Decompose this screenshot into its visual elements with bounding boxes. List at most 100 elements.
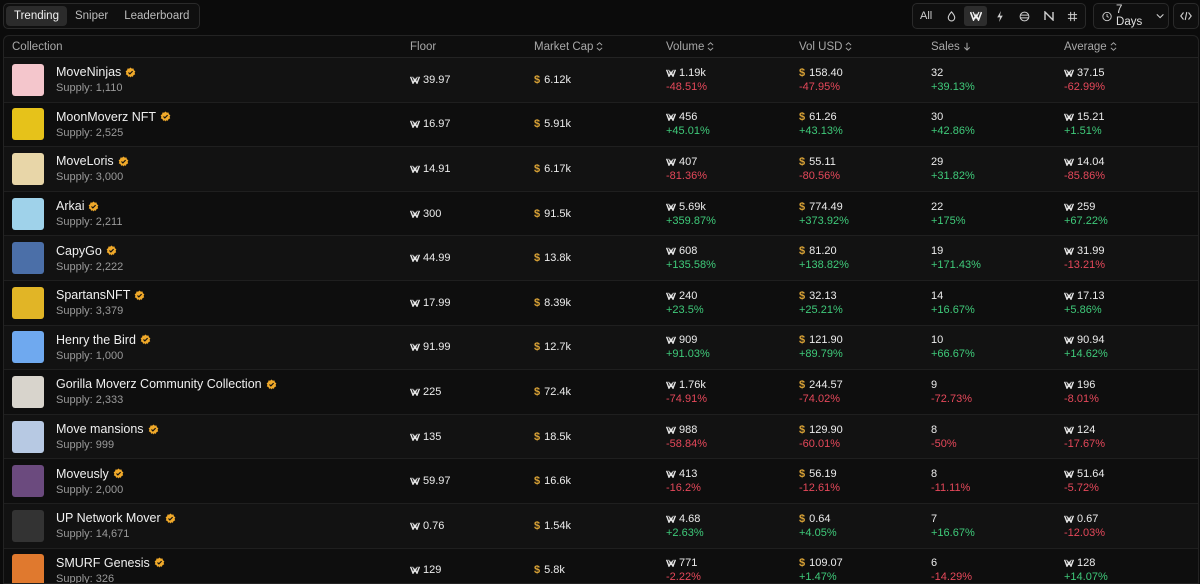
average-cell: 15.21 +1.51%: [1064, 111, 1194, 137]
collection-cell[interactable]: Arkai Supply: 2,211: [4, 197, 410, 230]
table-row[interactable]: Henry the Bird Supply: 1,000 91.99 $12.7k 90…: [4, 325, 1198, 371]
sales-change: -50%: [931, 437, 957, 450]
volume-change: -74.91%: [666, 392, 707, 405]
move-token-icon: [410, 566, 420, 575]
move-token-icon: [410, 477, 420, 486]
table-row[interactable]: Arkai Supply: 2,211 300 $91.5k 5.69k +359.87%…: [4, 192, 1198, 237]
move-token-icon: [410, 388, 420, 396]
vol-usd-value: 0.64: [809, 512, 831, 525]
table-row[interactable]: Gorilla Moverz Community Collection Suppl…: [4, 370, 1198, 415]
dollar-icon: $: [799, 66, 806, 79]
collection-name[interactable]: SpartansNFT: [56, 288, 145, 302]
collection-cell[interactable]: CapyGo Supply: 2,222: [4, 242, 410, 275]
collection-name[interactable]: MoveLoris: [56, 154, 129, 168]
sales-cell: 8 -11.11%: [931, 468, 1064, 494]
filter-globe-button[interactable]: [1013, 6, 1036, 26]
vol-usd-change: +138.82%: [799, 259, 849, 272]
sales-change: +16.67%: [931, 303, 975, 316]
table-row[interactable]: CapyGo Supply: 2,222 44.99 $13.8k 608 +135.58…: [4, 236, 1198, 281]
embed-code-button[interactable]: [1173, 3, 1199, 29]
header-market-cap[interactable]: Market Cap: [534, 41, 666, 53]
move-token-icon: [1064, 470, 1074, 479]
filter-droplet-button[interactable]: [940, 6, 963, 26]
table-row[interactable]: UP Network Mover Supply: 14,671 0.76 $1.54k…: [4, 503, 1198, 549]
filter-bolt-button[interactable]: [988, 6, 1011, 26]
average-value: 17.13: [1077, 289, 1105, 302]
collection-name[interactable]: Gorilla Moverz Community Collection: [56, 377, 277, 391]
table-row[interactable]: MoveNinjas Supply: 1,110 39.97 $6.12k 1.19k -…: [4, 58, 1198, 103]
collection-cell[interactable]: SpartansNFT Supply: 3,379: [4, 286, 410, 319]
filter-all-button[interactable]: All: [920, 10, 933, 22]
collection-name[interactable]: MoonMoverz NFT: [56, 110, 171, 124]
collection-cell[interactable]: Move mansions Supply: 999: [4, 420, 410, 453]
market-cap-value: 72.4k: [544, 385, 572, 398]
volume-value: 1.76k: [679, 378, 706, 391]
table-row[interactable]: SMURF Genesis Supply: 326 129 $5.8k 771 -2.22…: [4, 549, 1198, 583]
collection-name[interactable]: SMURF Genesis: [56, 556, 165, 570]
sales-value: 14: [931, 289, 944, 302]
volume-cell: 909 +91.03%: [666, 334, 799, 360]
collection-name[interactable]: Move mansions: [56, 422, 159, 436]
header-sales[interactable]: Sales: [931, 41, 1064, 53]
tab-trending[interactable]: Trending: [6, 6, 67, 26]
move-token-icon: [1064, 158, 1074, 166]
collection-cell[interactable]: Henry the Bird Supply: 1,000: [4, 331, 410, 364]
floor-value: 17.99: [423, 296, 451, 309]
collection-name[interactable]: Moveusly: [56, 467, 124, 481]
move-token-icon: [666, 292, 676, 300]
collection-cell[interactable]: Gorilla Moverz Community Collection Suppl…: [4, 375, 410, 408]
floor-value: 225: [423, 385, 442, 398]
header-vol-usd[interactable]: Vol USD: [799, 41, 931, 53]
tab-leaderboard[interactable]: Leaderboard: [124, 10, 190, 22]
average-cell: 17.13 +5.86%: [1064, 290, 1194, 316]
average-change: -5.72%: [1064, 482, 1099, 495]
dollar-icon: $: [534, 207, 541, 220]
collection-cell[interactable]: MoveLoris Supply: 3,000: [4, 152, 410, 185]
market-cap-value: 18.5k: [544, 430, 572, 443]
collection-cell[interactable]: Moveusly Supply: 2,000: [4, 465, 410, 498]
sort-icon: [846, 42, 852, 51]
collection-cell[interactable]: SMURF Genesis Supply: 326: [4, 554, 410, 583]
collection-name[interactable]: MoveNinjas: [56, 65, 136, 79]
table-row[interactable]: Move mansions Supply: 999 135 $18.5k 988 -58.…: [4, 414, 1198, 460]
table-row[interactable]: SpartansNFT Supply: 3,379 17.99 $8.39k 240 +2…: [4, 281, 1198, 326]
sales-value: 29: [931, 155, 944, 168]
table-row[interactable]: Moveusly Supply: 2,000 59.97 $16.6k 413 -16.2…: [4, 459, 1198, 504]
dollar-icon: $: [534, 118, 541, 131]
collection-cell[interactable]: MoveNinjas Supply: 1,110: [4, 63, 410, 96]
dollar-icon: $: [534, 519, 541, 532]
vol-usd-value: 55.11: [809, 155, 836, 168]
header-volume[interactable]: Volume: [666, 41, 799, 53]
collection-cell[interactable]: UP Network Mover Supply: 14,671: [4, 509, 410, 542]
vol-usd-cell: $244.57 -74.02%: [799, 379, 931, 405]
vol-usd-cell: $32.13 +25.21%: [799, 290, 931, 316]
average-cell: 196 -8.01%: [1064, 379, 1194, 405]
table-row[interactable]: MoveLoris Supply: 3,000 14.91 $6.17k 407 -81.…: [4, 147, 1198, 192]
market-cap-value: 8.39k: [544, 296, 572, 309]
average-change: -62.99%: [1064, 80, 1105, 93]
verified-badge: [88, 201, 99, 212]
volume-value: 771: [679, 557, 698, 570]
filter-hash-button[interactable]: [1061, 6, 1084, 26]
volume-cell: 413 -16.2%: [666, 468, 799, 494]
table-row[interactable]: MoonMoverz NFT Supply: 2,525 16.97 $5.91k 45…: [4, 103, 1198, 148]
collection-name[interactable]: Arkai: [56, 199, 122, 213]
collection-name[interactable]: UP Network Mover: [56, 511, 176, 525]
period-select[interactable]: 7 Days: [1093, 3, 1169, 29]
collection-name[interactable]: CapyGo: [56, 244, 123, 258]
sales-change: +66.67%: [931, 348, 975, 361]
move-icon: [969, 11, 982, 21]
header-average[interactable]: Average: [1064, 41, 1194, 53]
average-cell: 14.04 -85.86%: [1064, 156, 1194, 182]
verified-badge: [134, 290, 145, 301]
move-token-icon: [666, 515, 676, 523]
filter-n-button[interactable]: [1037, 6, 1060, 26]
sales-cell: 30 +42.86%: [931, 111, 1064, 137]
filter-move-button[interactable]: [964, 6, 988, 26]
collection-name[interactable]: Henry the Bird: [56, 333, 151, 347]
collection-cell[interactable]: MoonMoverz NFT Supply: 2,525: [4, 108, 410, 141]
tab-sniper[interactable]: Sniper: [74, 10, 109, 22]
collection-avatar: [12, 63, 44, 96]
sales-value: 6: [931, 557, 938, 570]
sales-cell: 9 -72.73%: [931, 379, 1064, 405]
